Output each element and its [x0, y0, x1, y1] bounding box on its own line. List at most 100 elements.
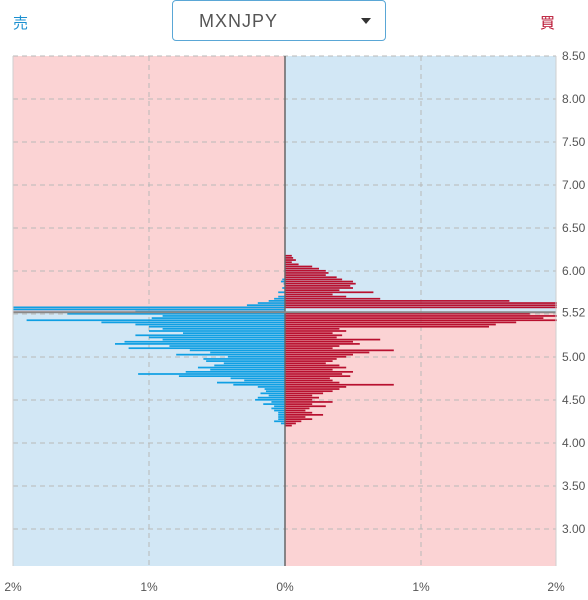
buy-bar [285, 300, 510, 302]
sell-bar [223, 362, 285, 365]
buy-bar [285, 334, 343, 337]
buy-bar [285, 338, 381, 341]
y-tick-label: 5.52 [562, 305, 586, 319]
y-tick-label: 5.00 [562, 350, 586, 364]
buy-bar [285, 347, 333, 350]
sell-bar [206, 360, 285, 362]
buy-bar [285, 390, 333, 393]
buy-bar [285, 259, 296, 261]
buy-bar [285, 383, 394, 386]
buy-bar [285, 392, 324, 395]
sell-bar [278, 416, 285, 418]
buy-bar [285, 353, 353, 356]
sell-bar [162, 338, 285, 341]
sell-bar [265, 390, 285, 393]
buy-bar [285, 375, 351, 378]
y-tick-label: 6.00 [562, 264, 586, 278]
sell-bar [214, 364, 285, 367]
buy-bar [285, 261, 292, 264]
buy-bar [285, 416, 306, 418]
sell-bar [278, 295, 285, 298]
sell-bar [233, 383, 285, 386]
sell-bar [255, 398, 285, 401]
buy-bar [285, 293, 333, 296]
currency-pair-select[interactable]: MXNJPY [172, 0, 386, 41]
buy-bar [285, 317, 544, 319]
buy-bar [285, 254, 292, 257]
buy-label: 買 [540, 15, 556, 32]
buy-bar [285, 379, 333, 382]
buy-bar [285, 409, 306, 412]
buy-bar [285, 401, 333, 403]
buy-bar [285, 274, 326, 276]
buy-bar [285, 424, 292, 427]
sell-bar [268, 300, 285, 302]
currency-pair-value: MXNJPY [199, 11, 279, 31]
buy-bar [285, 278, 343, 281]
sell-bar [271, 407, 285, 410]
y-tick-label: 4.00 [562, 436, 586, 450]
sell-bar [257, 386, 285, 388]
y-tick-label: 3.50 [562, 479, 586, 493]
buy-bar [285, 420, 302, 423]
buy-bar [285, 267, 319, 270]
sell-bar [162, 327, 285, 330]
sell-bar [230, 377, 285, 380]
sell-bar [13, 306, 285, 309]
y-tick-label: 7.50 [562, 135, 586, 149]
chevron-down-icon [361, 18, 371, 24]
buy-bar [285, 405, 326, 408]
sell-bar [189, 349, 285, 352]
sell-bar [271, 401, 285, 403]
sell-bar [149, 336, 285, 339]
sell-bar [246, 304, 285, 307]
sell-bar [274, 420, 285, 423]
sell-bar [263, 403, 285, 405]
buy-bar [285, 411, 313, 414]
x-tick-label: 0% [276, 580, 294, 594]
buy-bar [285, 297, 381, 300]
sell-bar [101, 321, 286, 324]
buy-bar [285, 381, 340, 384]
sell-bar [210, 368, 285, 371]
sell-bar [149, 330, 285, 332]
x-tick-label: 2% [547, 580, 565, 594]
sell-bar [257, 302, 285, 304]
buy-bar [285, 312, 530, 315]
sell-bar [257, 396, 285, 399]
buy-bar [285, 377, 330, 380]
buy-bar [285, 407, 310, 410]
sell-bar [183, 332, 285, 335]
buy-bar [285, 319, 557, 322]
buy-bar [285, 362, 326, 365]
buy-bar [285, 340, 353, 343]
buy-bar [285, 325, 489, 328]
buy-bar [285, 280, 353, 283]
buy-bar [285, 398, 313, 401]
sell-bar [274, 409, 285, 412]
sell-bar [135, 323, 285, 326]
buy-bar [285, 336, 337, 339]
buy-bar [285, 302, 557, 304]
buy-bar [285, 368, 333, 371]
y-tick-label: 8.00 [562, 92, 586, 106]
buy-bar [285, 323, 496, 326]
buy-bar [285, 349, 394, 352]
sell-bar [282, 278, 285, 281]
buy-bar [285, 265, 313, 268]
buy-bar [285, 343, 360, 345]
sell-bar [274, 405, 285, 408]
sell-bar [135, 334, 285, 337]
sell-bar [185, 370, 285, 373]
sell-bar [128, 347, 285, 350]
buy-bar [285, 351, 370, 354]
sell-bar [274, 297, 285, 300]
sell-bar [151, 317, 285, 319]
sell-bar [138, 373, 285, 375]
sell-bar [210, 351, 285, 354]
buy-bar [285, 295, 347, 298]
sell-bar [197, 366, 285, 369]
buy-bar [285, 291, 374, 294]
buy-bar [285, 418, 313, 421]
buy-bar [285, 269, 326, 272]
